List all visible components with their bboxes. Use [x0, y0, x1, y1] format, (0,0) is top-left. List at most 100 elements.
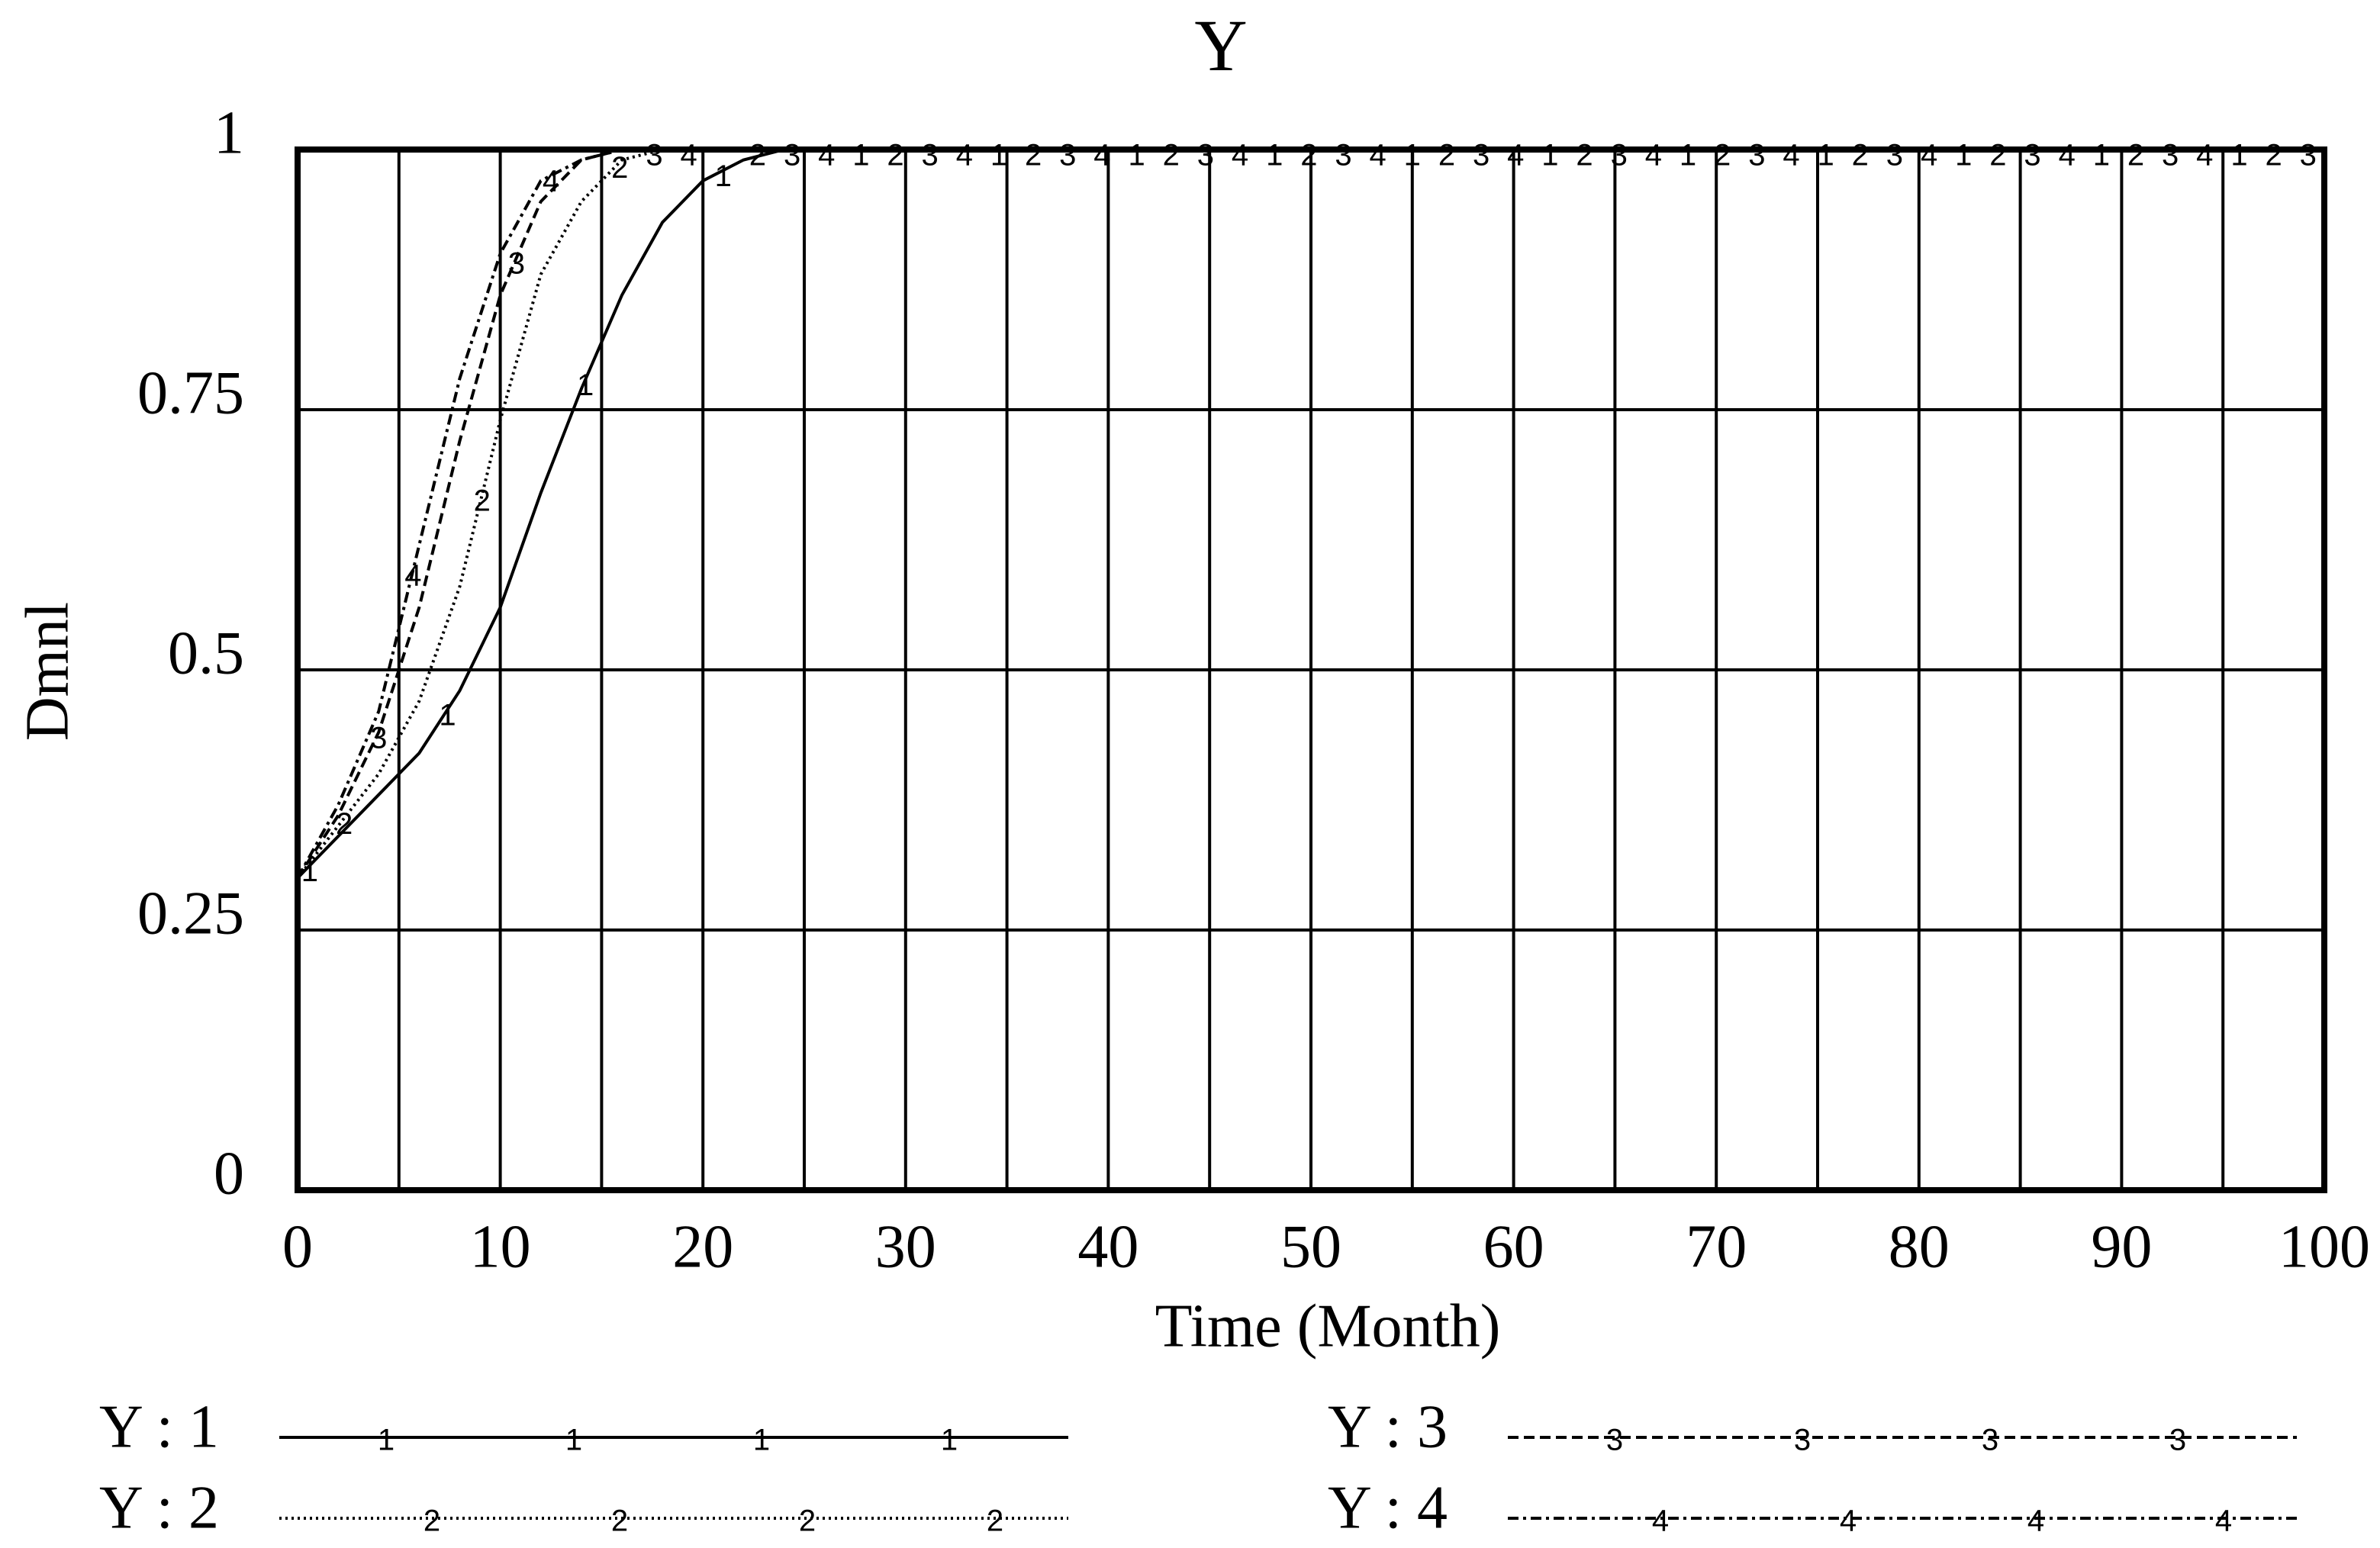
series-marker: 1 [2230, 139, 2247, 172]
series-marker: 4 [680, 139, 697, 172]
legend-marker: 3 [1982, 1424, 1998, 1457]
x-tick-label: 90 [2091, 1213, 2152, 1280]
series-marker: 1 [1955, 139, 1972, 172]
legend-marker: 1 [378, 1424, 395, 1457]
series-marker: 3 [1197, 139, 1214, 172]
legend-label: Y : 3 [1328, 1393, 1448, 1460]
legend-label: Y : 2 [99, 1474, 219, 1541]
series-marker: 3 [1611, 139, 1628, 172]
series-marker: 4 [818, 139, 835, 172]
series-marker: 1 [1128, 139, 1145, 172]
series-marker: 2 [336, 807, 353, 841]
legend-marker: 2 [611, 1505, 628, 1538]
y-axis-label: Dmnl [14, 602, 81, 741]
series-marker: 4 [543, 165, 559, 198]
x-tick-label: 40 [1077, 1213, 1138, 1280]
legend-marker: 2 [799, 1505, 816, 1538]
series-marker: 4 [1507, 139, 1524, 172]
legend-label: Y : 4 [1328, 1474, 1448, 1541]
series-marker: 2 [887, 139, 903, 172]
series-marker: 1 [1266, 139, 1283, 172]
series-marker: 1 [715, 159, 732, 193]
series-marker: 4 [1093, 139, 1110, 172]
series-marker: 3 [370, 721, 387, 755]
chart-title: Y [1194, 5, 1247, 86]
series-marker: 1 [439, 698, 456, 732]
legend-marker: 4 [2215, 1505, 2232, 1538]
series-marker: 3 [646, 139, 662, 172]
series-marker: 3 [922, 139, 939, 172]
series-marker: 1 [577, 368, 594, 402]
legend-marker: 3 [2169, 1424, 2186, 1457]
series-marker: 4 [1370, 139, 1386, 172]
series-marker: 3 [2024, 139, 2040, 172]
series-marker: 4 [1921, 139, 1937, 172]
series-marker: 2 [1576, 139, 1593, 172]
series-marker: 3 [2162, 139, 2179, 172]
x-axis-label: Time (Month) [1155, 1292, 1501, 1360]
series-marker: 2 [1714, 139, 1731, 172]
legend-marker: 1 [753, 1424, 770, 1457]
series-marker: 2 [749, 139, 766, 172]
series-marker: 4 [404, 559, 421, 593]
y-tick-label: 0.75 [137, 359, 244, 426]
legend-marker: 3 [1606, 1424, 1623, 1457]
x-tick-label: 100 [2279, 1213, 2370, 1280]
series-marker: 3 [2300, 139, 2317, 172]
y-tick-label: 0.25 [137, 880, 244, 947]
y-tick-label: 0.5 [168, 620, 244, 687]
series-marker: 2 [1852, 139, 1869, 172]
series-marker: 1 [1404, 139, 1421, 172]
series-marker: 4 [1232, 139, 1248, 172]
series-marker: 1 [852, 139, 869, 172]
series-marker: 1 [1817, 139, 1834, 172]
plot-frame [295, 146, 2327, 1193]
legend-marker: 2 [987, 1505, 1003, 1538]
x-tick-label: 50 [1280, 1213, 1341, 1280]
series-marker: 2 [2265, 139, 2282, 172]
series-marker: 2 [611, 151, 628, 185]
series-marker: 4 [1783, 139, 1799, 172]
series-marker: 2 [2127, 139, 2144, 172]
series-marker: 4 [956, 139, 973, 172]
legend-marker: 1 [565, 1424, 582, 1457]
series-marker: 3 [1473, 139, 1490, 172]
x-tick-label: 60 [1483, 1213, 1544, 1280]
series-marker: 3 [1886, 139, 1903, 172]
legend-marker: 3 [1794, 1424, 1811, 1457]
y-tick-label: 0 [214, 1140, 244, 1207]
legend-marker: 4 [1652, 1505, 1669, 1538]
series-marker: 3 [1335, 139, 1351, 172]
legend-label: Y : 1 [99, 1393, 219, 1460]
x-tick-label: 20 [672, 1213, 733, 1280]
y-tick-label: 1 [214, 99, 244, 166]
series-marker: 4 [2059, 139, 2076, 172]
legend-marker: 4 [1840, 1505, 1857, 1538]
series-marker: 3 [1059, 139, 1076, 172]
series-marker: 1 [990, 139, 1007, 172]
x-tick-label: 80 [1889, 1213, 1950, 1280]
x-tick-label: 0 [282, 1213, 313, 1280]
series-marker: 3 [508, 246, 525, 280]
series-marker: 1 [1680, 139, 1696, 172]
series-marker: 1 [1541, 139, 1558, 172]
series-marker: 1 [2093, 139, 2110, 172]
series-marker: 3 [784, 139, 800, 172]
x-tick-label: 30 [875, 1213, 936, 1280]
legend-marker: 2 [424, 1505, 440, 1538]
legend-marker: 1 [941, 1424, 958, 1457]
series-marker: 3 [1748, 139, 1765, 172]
series-marker: 2 [1438, 139, 1455, 172]
legend-marker: 4 [2027, 1505, 2044, 1538]
series-marker: 4 [1645, 139, 1662, 172]
x-tick-label: 10 [470, 1213, 531, 1280]
series-marker: 2 [1163, 139, 1180, 172]
series-marker: 2 [1025, 139, 1042, 172]
series-marker: 2 [1300, 139, 1317, 172]
series-marker: 4 [2196, 139, 2213, 172]
series-marker: 2 [1989, 139, 2006, 172]
x-tick-label: 70 [1686, 1213, 1747, 1280]
series-marker: 2 [474, 484, 491, 517]
